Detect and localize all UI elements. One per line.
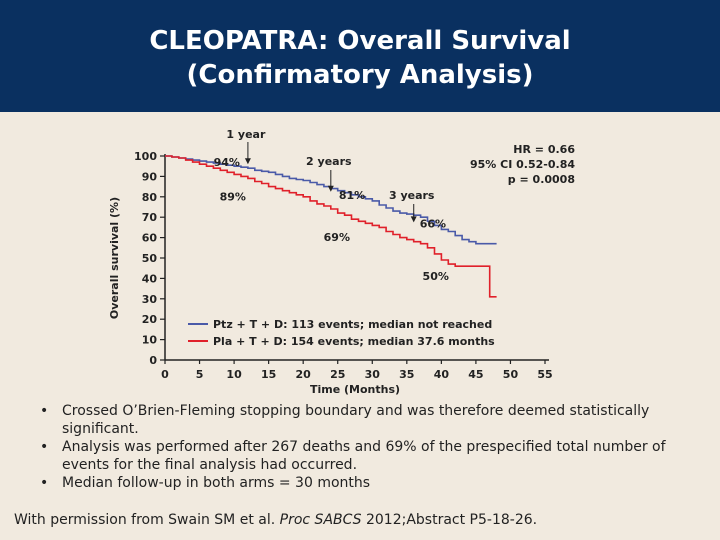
time-label-3: 3 years (389, 189, 435, 202)
bullet-text: Median follow-up in both arms = 30 month… (62, 475, 371, 491)
time-arrowhead-2 (327, 185, 334, 192)
x-tick-label: 30 (365, 368, 381, 381)
time-label-1: 1 year (226, 128, 266, 141)
pla-2yr-label: 69% (324, 231, 350, 244)
y-tick-label: 100 (134, 150, 157, 163)
chart-legend: Ptz + T + D: 113 events; median not reac… (188, 318, 495, 348)
y-axis-title: Overall survival (%) (108, 197, 121, 319)
time-arrowhead-3 (410, 216, 417, 223)
pla-1yr-label: 89% (220, 190, 246, 203)
chart-axes: 0 5 10 15 20 25 30 35 40 45 50 55 0 10 20 30 40 50 60 70 80 9… (108, 150, 553, 396)
ptz-3yr-label: 66% (420, 217, 446, 230)
bullet-dot: • (40, 403, 49, 419)
bullet-dot: • (40, 475, 49, 491)
series-line-pla (165, 155, 497, 298)
content-panel (0, 112, 720, 540)
bullet-item: • Analysis was performed after 267 deaths… (38, 438, 703, 474)
chart-series (165, 155, 497, 298)
bullet-item: • Crossed O’Brien-Fleming stopping bounda… (38, 402, 703, 438)
slide-title-line2: (Confirmatory Analysis) (186, 60, 534, 90)
x-tick-label: 20 (296, 368, 312, 381)
x-tick-label: 55 (537, 368, 552, 381)
citation-journal: Proc SABCS (279, 512, 362, 528)
x-tick-label: 10 (226, 368, 242, 381)
stat-line-3: p = 0.0008 (508, 173, 575, 186)
legend-label-ptz: Ptz + T + D: 113 events; median not reac… (213, 318, 492, 331)
y-tick-label: 70 (142, 211, 158, 224)
citation-prefix: With permission from Swain SM et al. (14, 512, 280, 528)
citation-suffix: 2012;Abstract P5-18-26. (361, 512, 538, 528)
x-tick-label: 35 (399, 368, 414, 381)
x-tick-label: 0 (161, 368, 169, 381)
stat-line-2: 95% CI 0.52-0.84 (470, 158, 575, 171)
slide-title-line1: CLEOPATRA: Overall Survival (149, 26, 571, 56)
series-line-ptz (165, 155, 497, 245)
bullet-text: Crossed O’Brien-Fleming stopping boundar… (62, 403, 650, 437)
y-tick-label: 30 (142, 293, 158, 306)
pla-3yr-label: 50% (423, 270, 449, 283)
x-tick-label: 25 (330, 368, 345, 381)
x-tick-label: 45 (468, 368, 483, 381)
survival-chart: 0 5 10 15 20 25 30 35 40 45 50 55 0 10 20 30 40 50 60 70 80 9… (108, 128, 575, 396)
bullet-dot: • (40, 439, 49, 455)
legend-label-pla: Pla + T + D: 154 events; median 37.6 mon… (213, 335, 495, 348)
citation: With permission from Swain SM et al. Pro… (14, 512, 537, 528)
bullet-text: Analysis was performed after 267 deaths … (62, 439, 666, 473)
time-label-2: 2 years (306, 155, 352, 168)
x-axis-title: Time (Months) (310, 383, 400, 396)
x-tick-label: 40 (434, 368, 450, 381)
bullet-list: • Crossed O’Brien-Fleming stopping bounda… (38, 402, 703, 492)
stat-line-1: HR = 0.66 (513, 143, 575, 156)
ptz-2yr-label: 81% (339, 189, 365, 202)
y-tick-label: 80 (142, 191, 158, 204)
y-tick-label: 50 (142, 252, 158, 265)
x-tick-label: 50 (503, 368, 519, 381)
x-tick-label: 15 (261, 368, 276, 381)
y-tick-label: 20 (142, 313, 158, 326)
chart-annotations: 1 year 2 years 3 years 94% 89% 81% 69% 66% 50% (214, 128, 449, 283)
y-tick-label: 60 (142, 232, 158, 245)
x-tick-label: 5 (196, 368, 204, 381)
y-tick-label: 0 (149, 354, 157, 367)
y-tick-label: 10 (142, 334, 158, 347)
ptz-1yr-label: 94% (214, 156, 240, 169)
bullet-item: • Median follow-up in both arms = 30 mont… (38, 474, 703, 492)
time-arrowhead-1 (244, 158, 251, 165)
y-tick-label: 90 (142, 170, 158, 183)
y-tick-label: 40 (142, 272, 158, 285)
chart-stats: HR = 0.66 95% CI 0.52-0.84 p = 0.0008 (470, 143, 575, 186)
slide-header: CLEOPATRA: Overall Survival (Confirmator… (0, 0, 720, 112)
